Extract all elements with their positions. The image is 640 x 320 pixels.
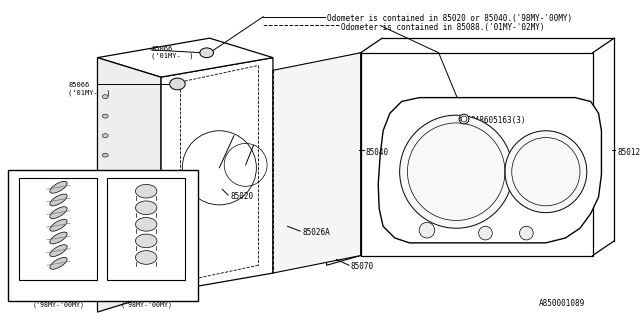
Text: S: S [458,116,461,122]
Text: 85040: 85040 [365,148,388,157]
Circle shape [520,226,533,240]
Polygon shape [378,98,602,243]
Ellipse shape [102,192,108,196]
Polygon shape [97,38,273,77]
Circle shape [479,226,492,240]
Ellipse shape [136,251,157,264]
Text: 85066
('01MY-  ): 85066 ('01MY- ) [68,82,111,95]
Circle shape [505,131,587,212]
Ellipse shape [50,194,67,206]
Ellipse shape [50,181,67,193]
Circle shape [419,222,435,238]
Polygon shape [273,53,361,273]
Ellipse shape [200,48,214,58]
Ellipse shape [136,184,157,198]
Text: 85088: 85088 [58,194,82,203]
Polygon shape [161,58,273,292]
Ellipse shape [170,78,185,90]
Ellipse shape [50,207,67,219]
Polygon shape [326,53,361,265]
Ellipse shape [136,234,157,248]
Text: A850001089: A850001089 [539,299,585,308]
Ellipse shape [102,114,108,118]
Bar [19,178,97,280]
Ellipse shape [102,270,108,274]
Text: Odometer is contained in 85020 or 85040.('98MY-'00MY): Odometer is contained in 85020 or 85040.… [326,14,572,23]
Text: 85012: 85012 [617,148,640,157]
Circle shape [399,115,513,228]
Ellipse shape [102,153,108,157]
Text: 85070: 85070 [351,262,374,271]
Ellipse shape [136,218,157,231]
Polygon shape [97,58,161,312]
Ellipse shape [102,231,108,235]
Ellipse shape [102,173,108,177]
Text: 85020: 85020 [230,192,253,201]
Text: 85066
('01MY-  ): 85066 ('01MY- ) [151,46,193,60]
Ellipse shape [136,201,157,215]
Circle shape [459,114,469,124]
Text: 048605163(3): 048605163(3) [471,116,526,124]
Text: 85026A: 85026A [302,228,330,237]
Ellipse shape [102,212,108,216]
Text: Odometer is contained in 85088.('01MY-'02MY): Odometer is contained in 85088.('01MY-'0… [341,22,545,32]
Ellipse shape [102,134,108,138]
Ellipse shape [50,220,67,231]
Ellipse shape [102,95,108,99]
Ellipse shape [50,245,67,257]
Ellipse shape [50,232,67,244]
Bar [8,170,198,301]
Ellipse shape [102,251,108,254]
Ellipse shape [50,257,67,269]
Text: FIG.850-2
(KIT)
('98MY-'00MY): FIG.850-2 (KIT) ('98MY-'00MY) [120,287,172,308]
Bar [108,178,185,280]
Polygon shape [361,53,593,256]
Text: 85017
(KIT)
('98MY-'00MY): 85017 (KIT) ('98MY-'00MY) [33,287,84,308]
